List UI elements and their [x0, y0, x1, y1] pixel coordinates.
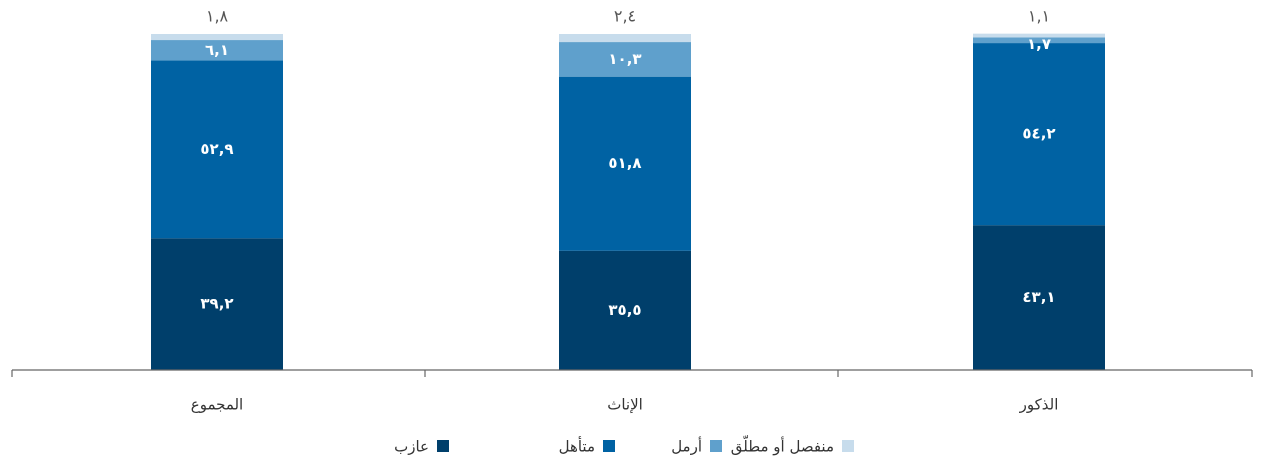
data-label: ٦,١ [205, 41, 229, 59]
legend-label: منفصل أو مطلّق [731, 435, 834, 455]
data-label: ٤٣,١ [1022, 288, 1055, 306]
data-label: ٥١,٨ [608, 154, 641, 172]
bar-segment [973, 33, 1105, 38]
legend-label: عازب [394, 438, 429, 456]
legend-swatch [437, 440, 449, 452]
bar-segment [151, 34, 283, 41]
x-tick-label: الذكور [1019, 396, 1059, 414]
legend-label: متأهل [559, 436, 595, 456]
bar-segment [151, 238, 283, 370]
legend-swatch [842, 440, 854, 452]
data-label: ٣٩,٢ [200, 295, 233, 313]
bar-segment [151, 40, 283, 61]
legend-label: أرمل [671, 437, 702, 456]
data-label: ١٠,٣ [608, 50, 641, 68]
legend-swatch [710, 440, 722, 452]
bar-segment [559, 250, 691, 370]
data-label: ٢,٤ [614, 7, 636, 26]
bar-segment [973, 225, 1105, 370]
bar-segment [973, 37, 1105, 44]
bar-segment [559, 34, 691, 43]
bar-segment [973, 43, 1105, 226]
data-label: ١,٧ [1027, 35, 1051, 53]
bar-segment [559, 42, 691, 77]
bar-segment [559, 76, 691, 251]
data-label: ٥٢,٩ [200, 140, 233, 158]
legend-swatch [603, 440, 615, 452]
x-tick-label: الإناث [607, 396, 643, 414]
data-label: ١,١ [1028, 7, 1050, 26]
data-label: ٣٥,٥ [608, 301, 641, 319]
data-label: ٥٤,٢ [1022, 125, 1055, 143]
x-tick-label: المجموع [191, 396, 243, 414]
bar-segment [151, 60, 283, 239]
data-label: ١,٨ [206, 7, 229, 26]
